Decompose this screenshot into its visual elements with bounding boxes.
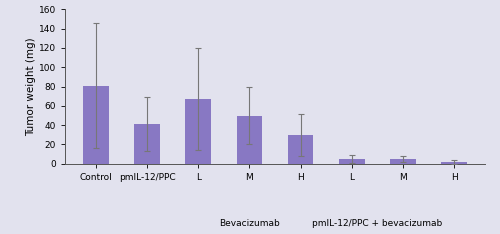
Bar bbox=[442, 162, 467, 164]
Bar bbox=[390, 159, 416, 164]
Bar bbox=[134, 124, 160, 164]
Bar bbox=[236, 116, 262, 164]
Bar bbox=[186, 99, 211, 164]
Y-axis label: Tumor weight (mg): Tumor weight (mg) bbox=[26, 37, 36, 136]
Bar bbox=[83, 86, 108, 164]
Text: pmIL-12/PPC + bevacizumab: pmIL-12/PPC + bevacizumab bbox=[312, 219, 442, 228]
Bar bbox=[288, 135, 314, 164]
Bar bbox=[339, 159, 364, 164]
Text: Bevacizumab: Bevacizumab bbox=[219, 219, 280, 228]
